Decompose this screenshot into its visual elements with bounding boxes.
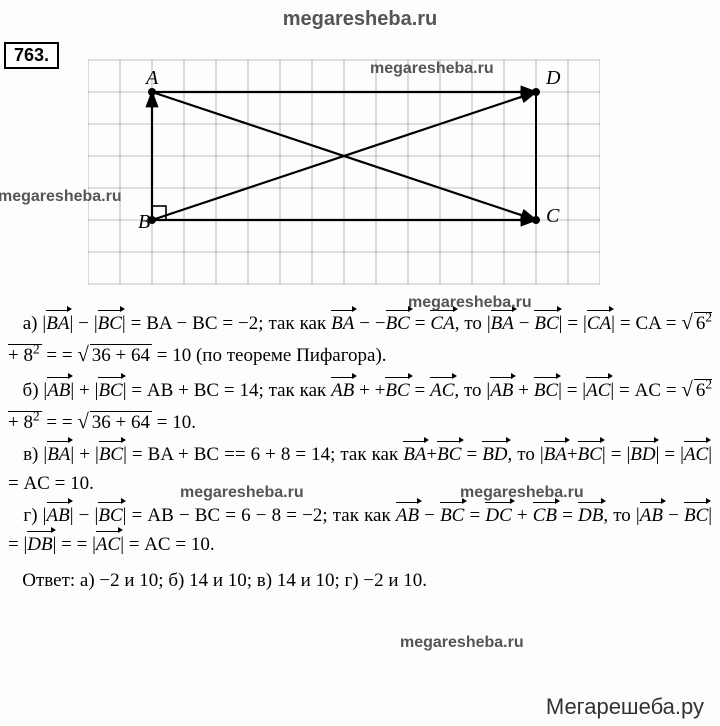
- solution-text: а) |BA| − |BC| = BA − BC = −2; так как B…: [8, 306, 712, 597]
- svg-text:D: D: [545, 67, 561, 89]
- part-b: б) |AB| + |BC| = AB + BC = 14; так как A…: [8, 373, 712, 438]
- part-d: г) |AB| − |BC| = AB − BC = 6 − 8 = −2; т…: [8, 501, 712, 560]
- footer-watermark: Мегарешеба.ру: [546, 694, 704, 720]
- watermark-6: megaresheba.ru: [400, 634, 524, 652]
- svg-text:C: C: [546, 205, 560, 227]
- watermark-top: megaresheba.ru: [283, 8, 438, 31]
- answer: Ответ: а) −2 и 10; б) 14 и 10; в) 14 и 1…: [8, 566, 712, 595]
- svg-text:A: A: [144, 67, 159, 89]
- problem-number: 763.: [4, 42, 59, 69]
- part-a: а) |BA| − |BC| = BA − BC = −2; так как B…: [8, 306, 712, 371]
- part-c: в) |BA| + |BC| = BA + BC == 6 + 8 = 14; …: [8, 440, 712, 499]
- svg-text:B: B: [138, 211, 150, 233]
- diagram: A D B C: [88, 52, 600, 292]
